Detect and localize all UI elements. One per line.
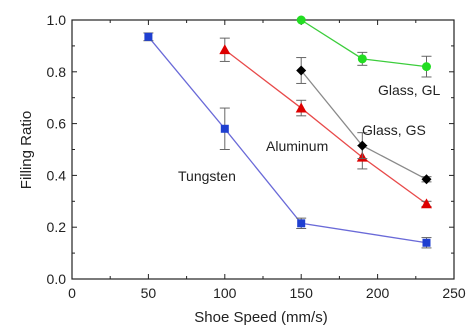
label-layer: Tungsten Aluminum Glass, GS Glass, GL xyxy=(178,82,440,184)
x-tick-label: 200 xyxy=(366,285,390,301)
series-line-tungsten xyxy=(147,36,427,244)
data-point-tungsten xyxy=(297,219,306,228)
series-label-glass-gs: Glass, GS xyxy=(362,122,426,138)
plot-frame xyxy=(71,19,455,280)
series-layer xyxy=(143,15,432,249)
series-label-tungsten: Tungsten xyxy=(178,168,236,184)
x-tick-label: 150 xyxy=(290,285,314,301)
series-line-aluminum xyxy=(224,49,427,205)
y-tick-label: 0.4 xyxy=(47,167,67,183)
x-tick-label: 50 xyxy=(141,285,157,301)
series-aluminum xyxy=(219,37,432,209)
data-point-glass-gs xyxy=(421,174,432,185)
data-point-tungsten xyxy=(144,32,153,41)
y-tick-label: 1.0 xyxy=(47,12,67,28)
y-tick-label: 0.2 xyxy=(47,219,67,235)
y-tick-label: 0.0 xyxy=(47,271,67,287)
data-point-glass-gs xyxy=(296,65,307,76)
series-tungsten xyxy=(143,32,432,249)
x-tick-label: 100 xyxy=(213,285,237,301)
x-tick-label: 250 xyxy=(442,285,466,301)
series-label-aluminum: Aluminum xyxy=(266,138,328,154)
axes: 0 50 100 150 200 250 0.0 0.2 0.4 0.6 0.8 1.0 xyxy=(47,12,466,301)
series-glass-gl xyxy=(296,15,432,78)
series-glass-gs xyxy=(296,57,432,185)
data-point-aluminum xyxy=(219,44,231,55)
x-tick-label: 0 xyxy=(68,285,76,301)
data-point-aluminum xyxy=(420,198,432,209)
y-tick-label: 0.8 xyxy=(47,64,67,80)
data-point-tungsten xyxy=(220,124,229,133)
data-point-glass-gl xyxy=(357,54,367,64)
data-point-glass-gl xyxy=(421,62,431,72)
y-tick-label: 0.6 xyxy=(47,116,67,132)
series-label-glass-gl: Glass, GL xyxy=(378,82,440,98)
data-point-glass-gl xyxy=(296,15,306,25)
data-point-glass-gs xyxy=(357,140,368,151)
y-axis-title: Filling Ratio xyxy=(18,111,35,189)
data-point-aluminum xyxy=(295,102,307,113)
x-axis-title: Shoe Speed (mm/s) xyxy=(194,309,327,326)
data-point-tungsten xyxy=(422,238,431,247)
